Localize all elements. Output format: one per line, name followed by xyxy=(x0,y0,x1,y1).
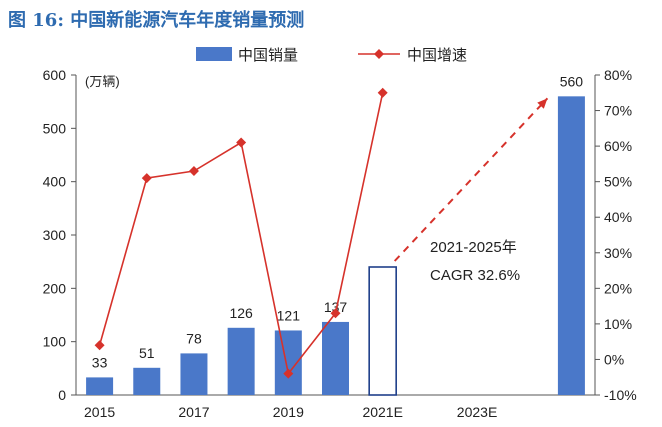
x-tick-label: 2021E xyxy=(362,404,402,420)
bar-data-label: 121 xyxy=(277,307,301,323)
bar xyxy=(133,367,161,395)
bar-data-label: 78 xyxy=(186,330,202,346)
right-tick-label: 20% xyxy=(604,280,632,296)
bar-forecast-outline xyxy=(368,266,397,396)
bar xyxy=(322,321,349,395)
growth-point xyxy=(283,368,294,379)
figure-title: 图 16: 中国新能源汽车年度销量预测 xyxy=(8,10,305,31)
left-axis-unit: (万辆) xyxy=(85,74,120,89)
bar xyxy=(86,377,114,395)
right-tick-label: -10% xyxy=(604,387,637,403)
right-tick-label: 80% xyxy=(604,67,632,83)
bar-data-label: 560 xyxy=(560,73,584,89)
right-tick-label: 40% xyxy=(604,209,632,225)
left-tick-label: 400 xyxy=(43,174,67,190)
legend-swatch-sales xyxy=(196,47,232,61)
left-tick-label: 300 xyxy=(43,227,67,243)
x-tick-label: 2023E xyxy=(457,404,497,420)
right-tick-label: 50% xyxy=(604,174,632,190)
forecast-arrow-head xyxy=(537,98,548,109)
left-tick-label: 500 xyxy=(43,120,67,136)
growth-point xyxy=(330,308,341,319)
x-tick-label: 2019 xyxy=(273,404,304,420)
bar-data-label: 33 xyxy=(92,354,108,370)
bar-data-label: 137 xyxy=(324,299,348,315)
left-tick-label: 100 xyxy=(43,334,67,350)
right-tick-label: 30% xyxy=(604,245,632,261)
x-tick-label: 2015 xyxy=(84,404,115,420)
legend-label-sales: 中国销量 xyxy=(238,47,298,64)
legend-marker-growth xyxy=(374,49,384,59)
left-tick-label: 0 xyxy=(58,387,66,403)
growth-point xyxy=(141,173,152,184)
growth-point xyxy=(236,137,247,148)
growth-point xyxy=(188,166,199,176)
forecast-arrow-line xyxy=(393,97,549,262)
bar-data-label: 51 xyxy=(139,345,155,361)
left-tick-label: 600 xyxy=(43,67,67,83)
bar-data-label: 126 xyxy=(229,305,253,321)
growth-point xyxy=(377,87,388,98)
left-tick-label: 200 xyxy=(43,280,67,296)
bar xyxy=(557,96,585,395)
right-tick-label: 0% xyxy=(604,351,624,367)
growth-point xyxy=(94,340,105,351)
right-tick-label: 70% xyxy=(604,103,632,119)
legend-label-growth: 中国增速 xyxy=(407,47,467,64)
right-tick-label: 10% xyxy=(604,316,632,332)
bar xyxy=(227,327,255,395)
bar xyxy=(180,353,208,395)
right-tick-label: 60% xyxy=(604,138,632,154)
x-tick-label: 2017 xyxy=(178,404,209,420)
annotation-cagr: CAGR 32.6% xyxy=(430,267,520,284)
annotation-period: 2021-2025年 xyxy=(430,239,517,256)
